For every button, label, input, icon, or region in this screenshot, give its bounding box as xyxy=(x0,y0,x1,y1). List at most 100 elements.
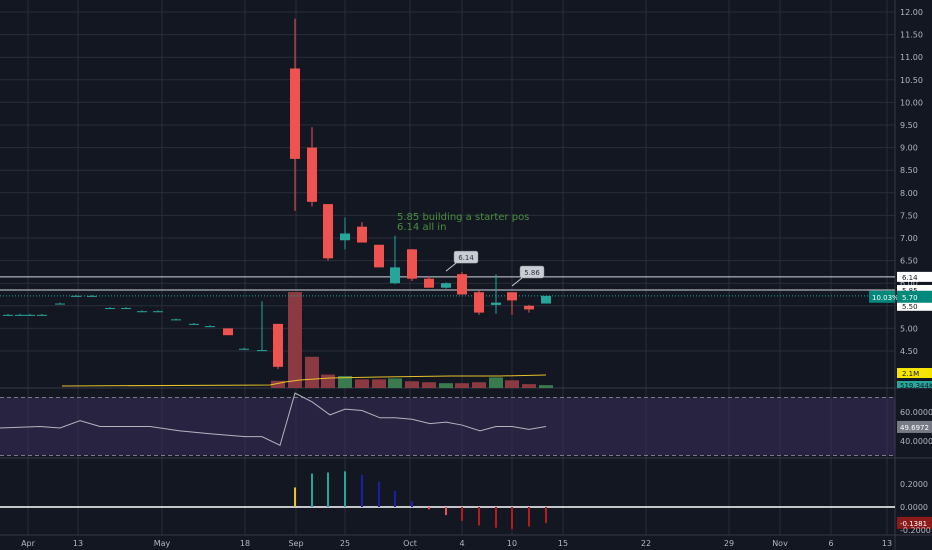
candle-body[interactable] xyxy=(15,314,25,316)
marker-label: 6.14 xyxy=(458,254,474,262)
time-tick: Apr xyxy=(21,539,36,548)
volume-bar xyxy=(472,382,486,388)
volume-ma-path xyxy=(61,374,547,387)
rsi-tick: 40.0000 xyxy=(900,437,932,446)
candle-body[interactable] xyxy=(3,314,13,316)
price-tick: 6.00 xyxy=(900,279,918,288)
candle-body[interactable] xyxy=(105,308,115,310)
annotation-line-1[interactable]: 5.85 building a starter pos xyxy=(397,212,529,223)
price-markers[interactable]: 6.14 5.86 xyxy=(445,250,545,287)
volume-bar xyxy=(372,379,386,388)
price-tick: 6.50 xyxy=(900,257,918,266)
candle-body[interactable] xyxy=(374,244,384,268)
candle-body[interactable] xyxy=(424,278,434,288)
price-tick: 4.50 xyxy=(900,347,918,356)
candle-body[interactable] xyxy=(407,249,417,279)
pct-label: 10.03% xyxy=(872,294,899,302)
price-tick: 10.00 xyxy=(900,98,923,107)
candle-body[interactable] xyxy=(121,308,131,310)
marker-label: 5.86 xyxy=(524,269,540,277)
time-axis[interactable]: Apr 13 May 18 Sep 25 Oct 4 10 15 22 29 Nov 6 13 xyxy=(21,539,892,548)
candle-body[interactable] xyxy=(357,226,367,243)
volume-bar xyxy=(405,381,419,388)
macd-bar xyxy=(327,472,329,507)
candle-body[interactable] xyxy=(457,274,467,295)
macd-pane[interactable] xyxy=(0,471,895,529)
rsi-pane[interactable] xyxy=(0,392,895,456)
candle-body[interactable] xyxy=(491,302,501,305)
candle-body[interactable] xyxy=(171,319,181,321)
candle-body[interactable] xyxy=(541,295,551,304)
time-tick: Nov xyxy=(772,539,788,548)
price-tick: 7.50 xyxy=(900,211,918,220)
volume-value-box xyxy=(897,381,932,388)
macd-bar xyxy=(344,471,346,507)
macd-bar xyxy=(545,507,547,524)
time-tick: Sep xyxy=(288,539,303,548)
price-tick: 5.00 xyxy=(900,324,918,333)
time-tick: 22 xyxy=(641,539,651,548)
candle-body[interactable] xyxy=(223,328,233,336)
candle-body[interactable] xyxy=(474,292,484,313)
price-tick: 9.50 xyxy=(900,121,918,130)
macd-tick: 0.0000 xyxy=(900,503,928,512)
candle-body[interactable] xyxy=(137,311,147,313)
marker-bubble[interactable] xyxy=(453,250,479,264)
time-tick: 15 xyxy=(558,539,568,548)
candle-body[interactable] xyxy=(524,305,534,310)
candle-body[interactable] xyxy=(441,283,451,288)
volume-bar xyxy=(288,292,302,388)
candle-body[interactable] xyxy=(340,233,350,241)
macd-tick: 0.2000 xyxy=(900,480,928,489)
candle-body[interactable] xyxy=(189,323,199,325)
volume-bar xyxy=(455,383,469,388)
volume-bars xyxy=(271,292,553,388)
volume-bar xyxy=(439,383,453,388)
volume-bar xyxy=(505,380,519,388)
candle-body[interactable] xyxy=(507,292,517,301)
candle-body[interactable] xyxy=(37,314,47,316)
macd-bar xyxy=(311,473,313,507)
macd-tick-bottom: -0.2000 xyxy=(900,526,931,535)
annotation-line-2[interactable]: 6.14 all in xyxy=(397,222,446,233)
candles[interactable] xyxy=(3,18,551,370)
volume-bar xyxy=(338,376,352,388)
price-tick: 7.00 xyxy=(900,234,918,243)
candle-body[interactable] xyxy=(323,204,333,259)
macd-bar xyxy=(528,507,530,527)
candle-body[interactable] xyxy=(25,314,35,316)
time-tick: Oct xyxy=(403,539,417,548)
rsi-current: 49.6972 xyxy=(900,424,929,432)
price-label: 5.50 xyxy=(902,303,918,311)
candle-body[interactable] xyxy=(257,350,267,352)
marker-bubble[interactable] xyxy=(519,265,545,279)
price-label-box xyxy=(897,284,932,295)
candle-body[interactable] xyxy=(71,295,81,297)
macd-bar xyxy=(394,490,396,507)
macd-bar xyxy=(294,487,296,507)
candle-body[interactable] xyxy=(307,147,317,202)
candle-body[interactable] xyxy=(87,295,97,297)
macd-bar xyxy=(411,501,413,507)
price-tick: 8.50 xyxy=(900,166,918,175)
time-tick: 4 xyxy=(459,539,464,548)
candle-body[interactable] xyxy=(239,348,249,350)
candle-body[interactable] xyxy=(55,303,65,305)
candle-body[interactable] xyxy=(205,326,215,328)
volume-value: 519.344K xyxy=(900,382,932,390)
price-tick: 11.00 xyxy=(900,53,923,62)
candle-body[interactable] xyxy=(153,311,163,313)
rsi-current-box xyxy=(897,420,932,433)
macd-bar xyxy=(495,507,497,528)
time-tick: 18 xyxy=(240,539,250,548)
price-label-box xyxy=(897,300,932,311)
volume-bar xyxy=(305,356,319,388)
candle-body[interactable] xyxy=(390,267,400,284)
price-axis[interactable]: 12.00 11.50 11.00 10.50 10.00 9.50 9.00 8.50 8.0… xyxy=(869,8,932,535)
candle-body[interactable] xyxy=(290,68,300,159)
candle-body[interactable] xyxy=(273,323,283,367)
time-tick: 25 xyxy=(340,539,350,548)
price-pane[interactable]: 6.14 5.86 5.85 building a starter pos 6.1… xyxy=(0,18,895,388)
horizontal-levels[interactable] xyxy=(0,276,895,297)
